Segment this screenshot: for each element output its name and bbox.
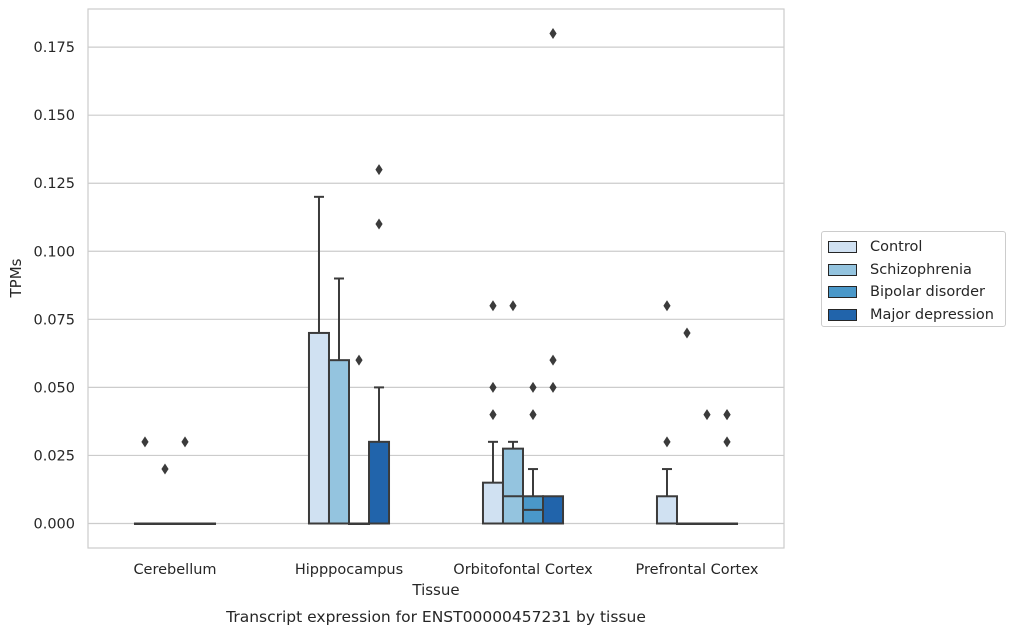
- outlier-point: [549, 28, 557, 39]
- outlier-point: [141, 436, 149, 448]
- x-axis-label: Tissue: [411, 581, 459, 599]
- box-1-0: [153, 463, 177, 525]
- y-tick-label: 0.150: [33, 108, 75, 124]
- box-body: [307, 331, 330, 525]
- box-0-3: [655, 300, 678, 525]
- legend-item: Bipolar disorder: [828, 281, 1005, 304]
- box-1-3: [675, 327, 698, 525]
- legend-label: Control: [870, 239, 923, 256]
- y-tick-label: 0.025: [33, 448, 75, 464]
- outlier-point: [509, 300, 517, 312]
- box-body: [368, 440, 391, 525]
- box-0-0: [133, 436, 156, 525]
- chart-title: Transcript expression for ENST0000045723…: [225, 608, 646, 626]
- box-3-3: [716, 409, 739, 525]
- outlier-point: [489, 409, 497, 421]
- box-3-0: [194, 522, 217, 525]
- outlier-point: [181, 436, 189, 448]
- plot-frame: [87, 8, 785, 549]
- x-tick-label: Prefrontal Cortex: [636, 562, 759, 578]
- box-1-2: [501, 300, 524, 525]
- y-tick-label: 0.000: [33, 517, 75, 533]
- legend-swatch: [828, 286, 857, 299]
- box-2-3: [696, 409, 719, 525]
- box-1-1: [327, 277, 350, 525]
- box-body: [501, 447, 524, 525]
- box-body: [327, 359, 350, 525]
- outlier-point: [703, 409, 711, 421]
- outlier-point: [375, 164, 383, 176]
- box-2-2: [522, 381, 545, 525]
- box-2-0: [174, 436, 197, 525]
- legend-label: Schizophrenia: [870, 261, 972, 278]
- outlier-point: [161, 463, 169, 475]
- legend-swatch: [828, 308, 857, 321]
- box-body: [655, 495, 678, 525]
- legend-swatch: [828, 263, 857, 276]
- legend-swatch: [828, 241, 857, 254]
- legend-item: Control: [828, 236, 1005, 259]
- x-tick-label: Hipppocampus: [295, 562, 403, 578]
- outlier-point: [723, 409, 731, 421]
- legend: Control Schizophrenia Bipolar disorder Majo…: [821, 231, 1006, 327]
- y-tick-label: 0.100: [33, 244, 75, 260]
- legend-item: Schizophrenia: [828, 259, 1005, 282]
- outlier-point: [549, 381, 557, 393]
- box-0-2: [481, 300, 504, 525]
- y-tick-label: 0.175: [33, 40, 75, 56]
- y-tick-label: 0.050: [33, 380, 75, 396]
- box-2-1: [348, 354, 371, 525]
- box-body: [542, 495, 565, 525]
- box-3-1: [368, 164, 391, 525]
- x-tick-label: Cerebellum: [133, 562, 216, 578]
- outlier-point: [663, 300, 671, 312]
- outlier-point: [663, 436, 671, 448]
- y-axis-label: TPMs: [7, 258, 25, 298]
- outlier-point: [683, 327, 691, 339]
- outlier-point: [529, 381, 537, 393]
- outlier-point: [489, 381, 497, 393]
- legend-label: Bipolar disorder: [870, 284, 985, 301]
- y-tick-label: 0.125: [33, 176, 75, 192]
- outlier-point: [375, 218, 383, 230]
- box-body: [481, 481, 504, 525]
- box-0-1: [307, 195, 330, 525]
- outlier-point: [355, 354, 363, 366]
- outlier-point: [529, 409, 537, 421]
- x-tick-label: Orbitofontal Cortex: [453, 562, 593, 578]
- y-tick-label: 0.075: [33, 312, 75, 328]
- box-3-2: [542, 28, 565, 525]
- outlier-point: [489, 300, 497, 312]
- legend-item: Major depression: [828, 304, 1005, 327]
- outlier-point: [549, 354, 557, 366]
- legend-label: Major depression: [870, 306, 994, 323]
- outlier-point: [723, 436, 731, 448]
